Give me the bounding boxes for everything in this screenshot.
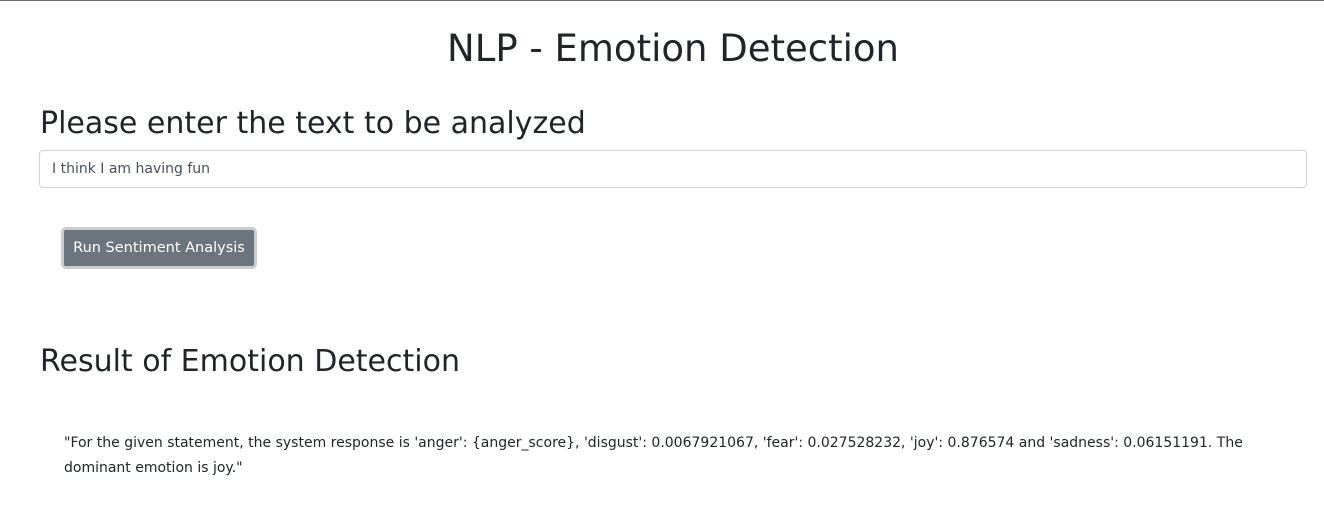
run-sentiment-analysis-button[interactable]: Run Sentiment Analysis <box>61 227 257 269</box>
result-heading: Result of Emotion Detection <box>40 344 460 379</box>
result-text: "For the given statement, the system res… <box>64 435 1243 476</box>
text-to-analyze-input[interactable] <box>39 150 1307 188</box>
input-heading: Please enter the text to be analyzed <box>40 106 586 141</box>
page-title: NLP - Emotion Detection <box>447 27 899 70</box>
